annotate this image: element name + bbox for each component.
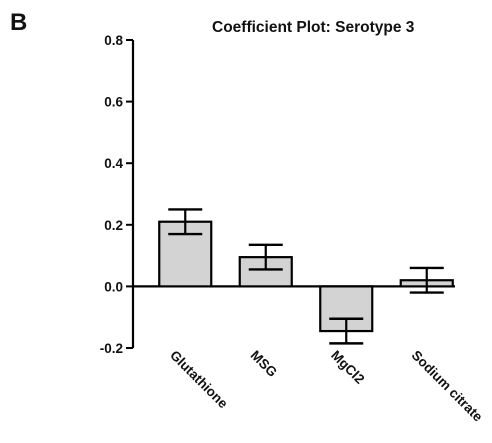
x-category-label: MSG <box>248 348 280 380</box>
axes: -0.2 0.0 0.2 0.4 0.6 0.8 <box>100 33 455 356</box>
labels-group: Glutathione MSG MgCl2 Sodium citrate <box>167 348 486 425</box>
y-tick-label: 0.0 <box>104 279 123 294</box>
x-category-label: Sodium citrate <box>409 348 486 425</box>
y-tick-label: 0.4 <box>104 156 123 171</box>
y-tick-label: 0.2 <box>104 218 123 233</box>
x-category-label: Glutathione <box>167 348 231 412</box>
y-tick-label: 0.6 <box>104 95 123 110</box>
y-tick-label: -0.2 <box>100 341 123 356</box>
x-category-label: MgCl2 <box>328 348 367 387</box>
chart-title: Coefficient Plot: Serotype 3 <box>212 19 415 36</box>
y-tick-label: 0.8 <box>104 33 123 48</box>
panel-letter: B <box>10 9 27 36</box>
error-bars-group <box>168 208 444 345</box>
bars-group <box>158 220 454 333</box>
